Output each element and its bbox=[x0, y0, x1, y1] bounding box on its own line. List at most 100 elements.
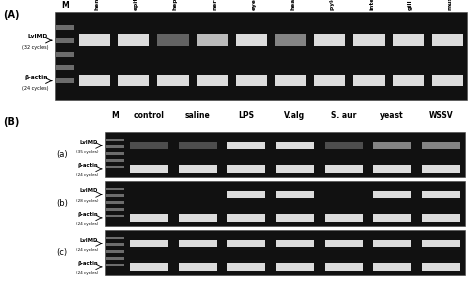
Bar bbox=[227, 191, 266, 198]
Text: LvIMD: LvIMD bbox=[28, 34, 48, 39]
Bar bbox=[105, 181, 465, 226]
Bar bbox=[314, 75, 345, 86]
Bar bbox=[353, 35, 384, 46]
Bar bbox=[106, 208, 124, 211]
Bar bbox=[130, 240, 168, 247]
Bar bbox=[314, 35, 345, 46]
Bar bbox=[106, 215, 124, 217]
Bar bbox=[56, 52, 74, 57]
Text: LvIMD: LvIMD bbox=[79, 237, 98, 242]
Bar bbox=[373, 263, 411, 271]
Text: β-actin: β-actin bbox=[78, 212, 98, 217]
Text: saline: saline bbox=[185, 111, 211, 120]
Text: β-actin: β-actin bbox=[24, 75, 48, 80]
Bar bbox=[276, 214, 314, 222]
Bar bbox=[118, 75, 149, 86]
Bar bbox=[422, 165, 460, 173]
Text: (B): (B) bbox=[3, 117, 19, 127]
Bar bbox=[106, 145, 124, 148]
Bar bbox=[373, 165, 411, 173]
Text: eyestalk: eyestalk bbox=[251, 0, 257, 10]
Text: (35 cycles): (35 cycles) bbox=[76, 150, 98, 154]
Bar bbox=[227, 165, 266, 173]
Text: hepatopancreas: hepatopancreas bbox=[173, 0, 178, 10]
Bar bbox=[227, 240, 266, 247]
Bar bbox=[373, 214, 411, 222]
Text: epithelium: epithelium bbox=[134, 0, 139, 10]
Text: (24 cycles): (24 cycles) bbox=[22, 86, 48, 91]
Bar bbox=[56, 38, 74, 42]
Bar bbox=[105, 230, 465, 275]
Text: (a): (a) bbox=[56, 150, 68, 159]
Bar bbox=[276, 191, 314, 198]
Bar bbox=[106, 201, 124, 204]
Text: M: M bbox=[111, 111, 119, 120]
Bar bbox=[106, 250, 124, 253]
Bar bbox=[157, 75, 188, 86]
Text: (c): (c) bbox=[56, 248, 68, 257]
Bar bbox=[275, 35, 306, 46]
Text: yeast: yeast bbox=[380, 111, 404, 120]
Text: (24 cycles): (24 cycles) bbox=[76, 248, 98, 252]
Bar bbox=[106, 243, 124, 246]
Text: S. aur: S. aur bbox=[331, 111, 356, 120]
Bar bbox=[106, 194, 124, 197]
Bar bbox=[276, 165, 314, 173]
Bar bbox=[373, 191, 411, 198]
Text: LvIMD: LvIMD bbox=[79, 189, 98, 194]
Bar bbox=[55, 12, 467, 100]
Bar bbox=[392, 35, 424, 46]
Bar bbox=[236, 35, 267, 46]
Bar bbox=[56, 65, 74, 70]
Bar bbox=[106, 139, 124, 141]
Bar bbox=[106, 264, 124, 266]
Text: β-actin: β-actin bbox=[78, 163, 98, 168]
Bar bbox=[325, 214, 362, 222]
Text: nerve: nerve bbox=[212, 0, 217, 10]
Bar bbox=[236, 75, 267, 86]
Bar bbox=[276, 142, 314, 149]
Bar bbox=[179, 214, 217, 222]
Text: muscle: muscle bbox=[447, 0, 453, 10]
Bar bbox=[196, 35, 228, 46]
Bar bbox=[56, 78, 74, 83]
Bar bbox=[325, 263, 362, 271]
Bar bbox=[276, 240, 314, 247]
Bar bbox=[130, 214, 168, 222]
Text: (32 cycles): (32 cycles) bbox=[22, 45, 48, 50]
Text: (28 cycles): (28 cycles) bbox=[76, 199, 98, 203]
Bar bbox=[106, 257, 124, 260]
Bar bbox=[106, 237, 124, 239]
Bar bbox=[196, 75, 228, 86]
Bar bbox=[179, 240, 217, 247]
Text: (24 cycles): (24 cycles) bbox=[76, 222, 98, 226]
Bar bbox=[227, 142, 266, 149]
Text: β-actin: β-actin bbox=[78, 261, 98, 266]
Bar bbox=[422, 191, 460, 198]
Text: (b): (b) bbox=[56, 199, 68, 208]
Bar bbox=[373, 240, 411, 247]
Bar bbox=[118, 35, 149, 46]
Text: LPS: LPS bbox=[238, 111, 254, 120]
Bar bbox=[392, 75, 424, 86]
Bar bbox=[432, 75, 463, 86]
Bar bbox=[179, 142, 217, 149]
Bar bbox=[157, 35, 188, 46]
Text: (24 cycles): (24 cycles) bbox=[76, 173, 98, 177]
Bar bbox=[79, 75, 110, 86]
Bar bbox=[325, 240, 362, 247]
Bar bbox=[106, 159, 124, 162]
Text: intestine: intestine bbox=[369, 0, 374, 10]
Text: V.alg: V.alg bbox=[284, 111, 306, 120]
Bar bbox=[422, 263, 460, 271]
Text: (24 cycles): (24 cycles) bbox=[76, 271, 98, 276]
Bar bbox=[432, 35, 463, 46]
Text: LvIMD: LvIMD bbox=[79, 140, 98, 145]
Text: heart: heart bbox=[290, 0, 296, 10]
Bar bbox=[275, 75, 306, 86]
Bar bbox=[353, 75, 384, 86]
Bar bbox=[325, 142, 362, 149]
Bar bbox=[105, 132, 465, 177]
Text: hemocyte: hemocyte bbox=[94, 0, 100, 10]
Bar bbox=[422, 240, 460, 247]
